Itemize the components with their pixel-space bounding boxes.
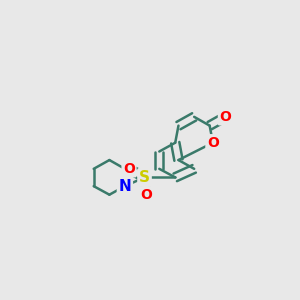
Text: O: O (140, 188, 152, 202)
Text: O: O (123, 162, 135, 176)
Text: O: O (219, 110, 231, 124)
Text: N: N (118, 178, 131, 194)
Text: S: S (139, 170, 150, 185)
Text: O: O (207, 136, 219, 150)
